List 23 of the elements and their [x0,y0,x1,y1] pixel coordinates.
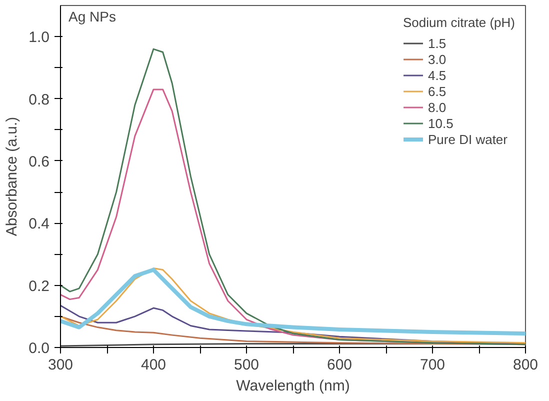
legend-label: 6.5 [428,83,448,99]
x-tick-label: 500 [234,356,260,374]
annotation: Ag NPs [68,8,116,25]
y-axis-title: Absorbance (a.u.) [4,116,21,236]
y-tick-label: 0.2 [28,278,50,295]
legend-label: 1.5 [428,35,448,51]
legend-label: 3.0 [428,51,448,67]
y-tick-label: 0.0 [28,340,50,357]
x-tick-label: 700 [420,356,446,374]
y-tick-label: 0.4 [28,216,50,233]
x-tick-label: 800 [512,356,538,374]
y-tick-label: 0.6 [28,153,50,170]
legend-label: 4.5 [428,67,448,83]
x-tick-label: 600 [326,356,352,374]
legend-label: 10.5 [428,115,454,131]
legend-label: 8.0 [428,99,448,115]
legend-title: Sodium citrate (pH) [403,15,515,30]
x-tick-label: 300 [48,356,74,374]
y-tick-label: 1.0 [28,29,50,46]
y-tick-label: 0.8 [28,91,50,108]
legend-label: Pure DI water [428,131,508,147]
x-tick-label: 400 [140,356,166,374]
x-axis-title: Wavelength (nm) [236,378,350,394]
